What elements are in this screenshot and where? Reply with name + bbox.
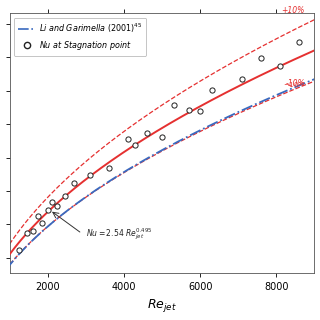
Point bbox=[24, 231, 29, 236]
Point bbox=[125, 137, 130, 142]
Point bbox=[17, 248, 22, 253]
Legend: $\it{Li\ and\ Garimella\ (2001)}^{45}$, $\it{Nu\ at\ Stagnation\ point}$: $\it{Li\ and\ Garimella\ (2001)}^{45}$, … bbox=[14, 18, 146, 56]
Point bbox=[198, 109, 203, 114]
Point bbox=[171, 102, 176, 107]
Point bbox=[30, 228, 35, 234]
Point bbox=[133, 142, 138, 147]
Text: $Nu = 2.54\ Re_{jet}^{0.495}$: $Nu = 2.54\ Re_{jet}^{0.495}$ bbox=[86, 227, 152, 242]
Point bbox=[87, 172, 92, 177]
Point bbox=[144, 130, 149, 135]
Point bbox=[45, 208, 50, 213]
Point bbox=[186, 108, 191, 113]
Point bbox=[278, 63, 283, 68]
Point bbox=[259, 56, 264, 61]
Point bbox=[160, 135, 165, 140]
Point bbox=[55, 204, 60, 209]
Point bbox=[239, 76, 244, 82]
Text: -10%: -10% bbox=[285, 79, 305, 88]
Point bbox=[36, 213, 41, 218]
X-axis label: $Re_{jet}$: $Re_{jet}$ bbox=[147, 298, 177, 315]
Text: +10%: +10% bbox=[282, 6, 305, 15]
Point bbox=[106, 166, 111, 171]
Point bbox=[209, 87, 214, 92]
Point bbox=[72, 181, 77, 186]
Point bbox=[62, 194, 68, 199]
Point bbox=[297, 40, 302, 45]
Point bbox=[49, 200, 54, 205]
Point bbox=[40, 220, 45, 226]
Text: $-10^{o\!\!/\!o}$: $-10^{o\!\!/\!o}$ bbox=[283, 79, 305, 91]
